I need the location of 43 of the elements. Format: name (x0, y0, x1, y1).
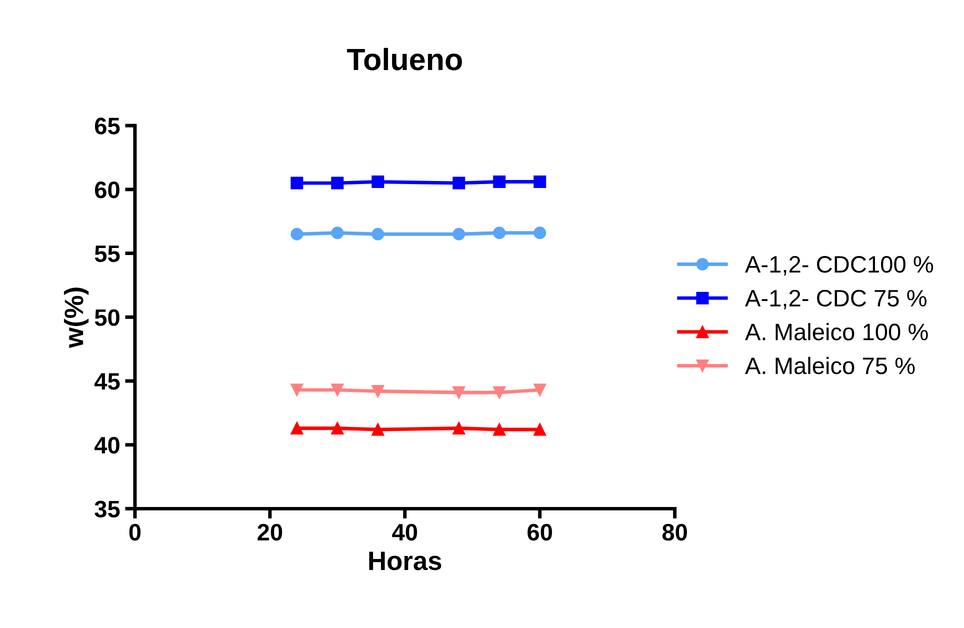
legend-label: A-1,2- CDC100 % (745, 256, 934, 276)
legend-label: A. Maleico 100 % (745, 323, 928, 340)
y-axis-title: w(%) (64, 288, 89, 348)
x-tick-label: 0 (129, 524, 141, 541)
x-tick-label: 20 (258, 524, 282, 541)
point (493, 176, 506, 188)
point (534, 384, 546, 396)
x-tick-label: 60 (528, 524, 552, 541)
point (452, 386, 466, 399)
point (372, 384, 384, 398)
point (372, 176, 384, 188)
y-tick-label: 35 (94, 500, 120, 518)
point (493, 226, 506, 240)
point (534, 423, 546, 436)
point (290, 176, 304, 190)
point (452, 422, 466, 434)
point (493, 423, 506, 436)
legend-label: A-1,2- CDC 75 % (745, 290, 927, 310)
point (534, 226, 546, 240)
point (290, 384, 304, 396)
point (372, 423, 384, 436)
point (452, 228, 466, 240)
point (534, 176, 546, 188)
legend-label: A. Maleico 75 % (745, 356, 915, 374)
point (331, 422, 344, 434)
y-tick-label: 60 (94, 182, 120, 198)
y-tick-label: 50 (94, 309, 120, 326)
point (372, 228, 384, 240)
point (290, 228, 304, 240)
x-tick-label: 40 (392, 524, 418, 541)
y-tick-label: 40 (94, 436, 120, 454)
point (493, 386, 506, 399)
point (331, 384, 344, 396)
x-axis-title: Horas (369, 552, 442, 570)
x-tick-label: 80 (662, 524, 687, 541)
point (290, 422, 304, 434)
y-tick-label: 45 (94, 373, 120, 390)
point (331, 226, 344, 240)
point (452, 176, 466, 190)
y-tick-label: 55 (94, 246, 120, 262)
point (331, 176, 344, 190)
y-tick-label: 65 (94, 118, 120, 134)
chart-title: Tolueno (346, 48, 462, 70)
